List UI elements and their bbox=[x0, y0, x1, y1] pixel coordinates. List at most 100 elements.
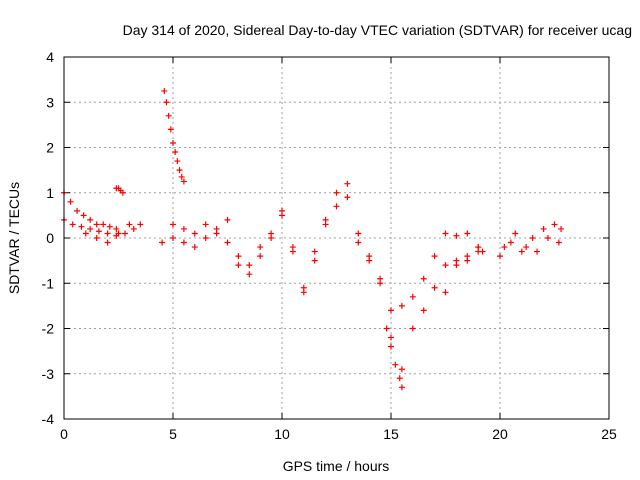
data-point bbox=[344, 180, 351, 187]
data-point bbox=[420, 275, 427, 282]
data-point bbox=[544, 235, 551, 241]
x-tick-label: 25 bbox=[601, 426, 617, 442]
data-point bbox=[366, 257, 373, 264]
data-point bbox=[191, 230, 198, 237]
data-point bbox=[534, 248, 541, 255]
y-tick-label: 1 bbox=[46, 185, 54, 201]
x-tick-label: 20 bbox=[492, 426, 508, 442]
y-tick-label: -2 bbox=[42, 321, 55, 337]
y-tick-label: -4 bbox=[42, 411, 55, 427]
data-point bbox=[159, 239, 166, 246]
data-point bbox=[104, 230, 111, 237]
data-point bbox=[170, 235, 176, 241]
data-point bbox=[355, 239, 362, 246]
data-point bbox=[311, 248, 318, 255]
data-point bbox=[165, 112, 172, 119]
data-point bbox=[540, 225, 547, 232]
data-point bbox=[523, 244, 530, 251]
data-point bbox=[74, 207, 81, 214]
data-point bbox=[355, 230, 362, 237]
data-point bbox=[398, 384, 405, 391]
data-point bbox=[507, 239, 514, 246]
data-point bbox=[130, 225, 137, 232]
data-point bbox=[442, 230, 449, 237]
y-tick-label: -3 bbox=[42, 366, 55, 382]
data-point bbox=[257, 244, 264, 251]
data-point bbox=[377, 280, 384, 287]
data-point bbox=[246, 262, 253, 269]
data-point bbox=[311, 257, 318, 264]
data-point bbox=[322, 221, 329, 228]
data-point bbox=[235, 262, 242, 269]
data-point bbox=[93, 235, 100, 241]
data-point bbox=[170, 139, 176, 146]
data-point bbox=[106, 223, 113, 230]
data-point bbox=[180, 239, 187, 246]
y-tick-label: 0 bbox=[46, 230, 54, 246]
plot-frame bbox=[63, 56, 610, 420]
data-point bbox=[67, 198, 74, 205]
data-point bbox=[392, 361, 399, 368]
data-point bbox=[551, 221, 558, 228]
data-point bbox=[224, 239, 231, 246]
data-point bbox=[100, 221, 107, 228]
data-point bbox=[78, 223, 85, 230]
data-point bbox=[93, 221, 100, 228]
data-point bbox=[388, 307, 394, 314]
data-point bbox=[512, 230, 519, 237]
data-point bbox=[174, 158, 181, 165]
data-point bbox=[137, 221, 144, 228]
data-point bbox=[161, 87, 168, 94]
data-point bbox=[224, 216, 231, 223]
y-tick-label: -1 bbox=[42, 275, 55, 291]
data-point bbox=[529, 235, 536, 241]
data-point bbox=[82, 230, 89, 237]
data-point bbox=[178, 173, 185, 180]
data-point bbox=[475, 244, 482, 251]
data-point bbox=[464, 253, 471, 260]
data-point bbox=[180, 225, 187, 232]
data-point bbox=[180, 178, 187, 185]
data-points bbox=[61, 87, 565, 391]
data-point bbox=[115, 230, 122, 237]
data-point bbox=[87, 216, 94, 223]
data-point bbox=[501, 244, 508, 251]
data-point bbox=[167, 126, 174, 133]
data-point bbox=[87, 225, 94, 232]
x-axis-label: GPS time / hours bbox=[283, 458, 390, 474]
data-point bbox=[119, 189, 126, 196]
x-tick-label: 10 bbox=[274, 426, 290, 442]
data-point bbox=[431, 284, 438, 291]
data-point bbox=[388, 343, 394, 350]
data-point bbox=[202, 235, 209, 241]
data-point bbox=[558, 225, 565, 232]
data-point bbox=[163, 99, 170, 106]
x-tick-label: 15 bbox=[383, 426, 399, 442]
data-point bbox=[518, 248, 525, 255]
tick-labels: 0 5 10 15 20 25 -4 -3 -2 -1 0 1 2 3 4 bbox=[42, 49, 617, 442]
y-axis-label: SDTVAR / TECUs bbox=[6, 182, 22, 294]
data-point bbox=[257, 253, 264, 260]
x-tick-label: 5 bbox=[169, 426, 177, 442]
data-point bbox=[172, 149, 179, 156]
data-point bbox=[126, 221, 133, 228]
data-point bbox=[279, 212, 285, 219]
data-point bbox=[104, 239, 111, 246]
x-tick-label: 0 bbox=[60, 426, 68, 442]
data-point bbox=[409, 293, 416, 300]
data-point bbox=[176, 167, 183, 174]
data-point bbox=[396, 375, 403, 382]
data-point bbox=[344, 194, 351, 201]
data-point bbox=[80, 212, 87, 219]
data-point bbox=[235, 253, 242, 260]
data-point bbox=[479, 248, 486, 255]
data-point bbox=[453, 232, 460, 239]
data-point bbox=[464, 230, 471, 237]
data-point bbox=[388, 334, 394, 341]
grid bbox=[63, 56, 610, 420]
data-point bbox=[202, 221, 209, 228]
data-point bbox=[300, 289, 307, 296]
data-point bbox=[213, 225, 220, 232]
data-point bbox=[497, 253, 503, 260]
